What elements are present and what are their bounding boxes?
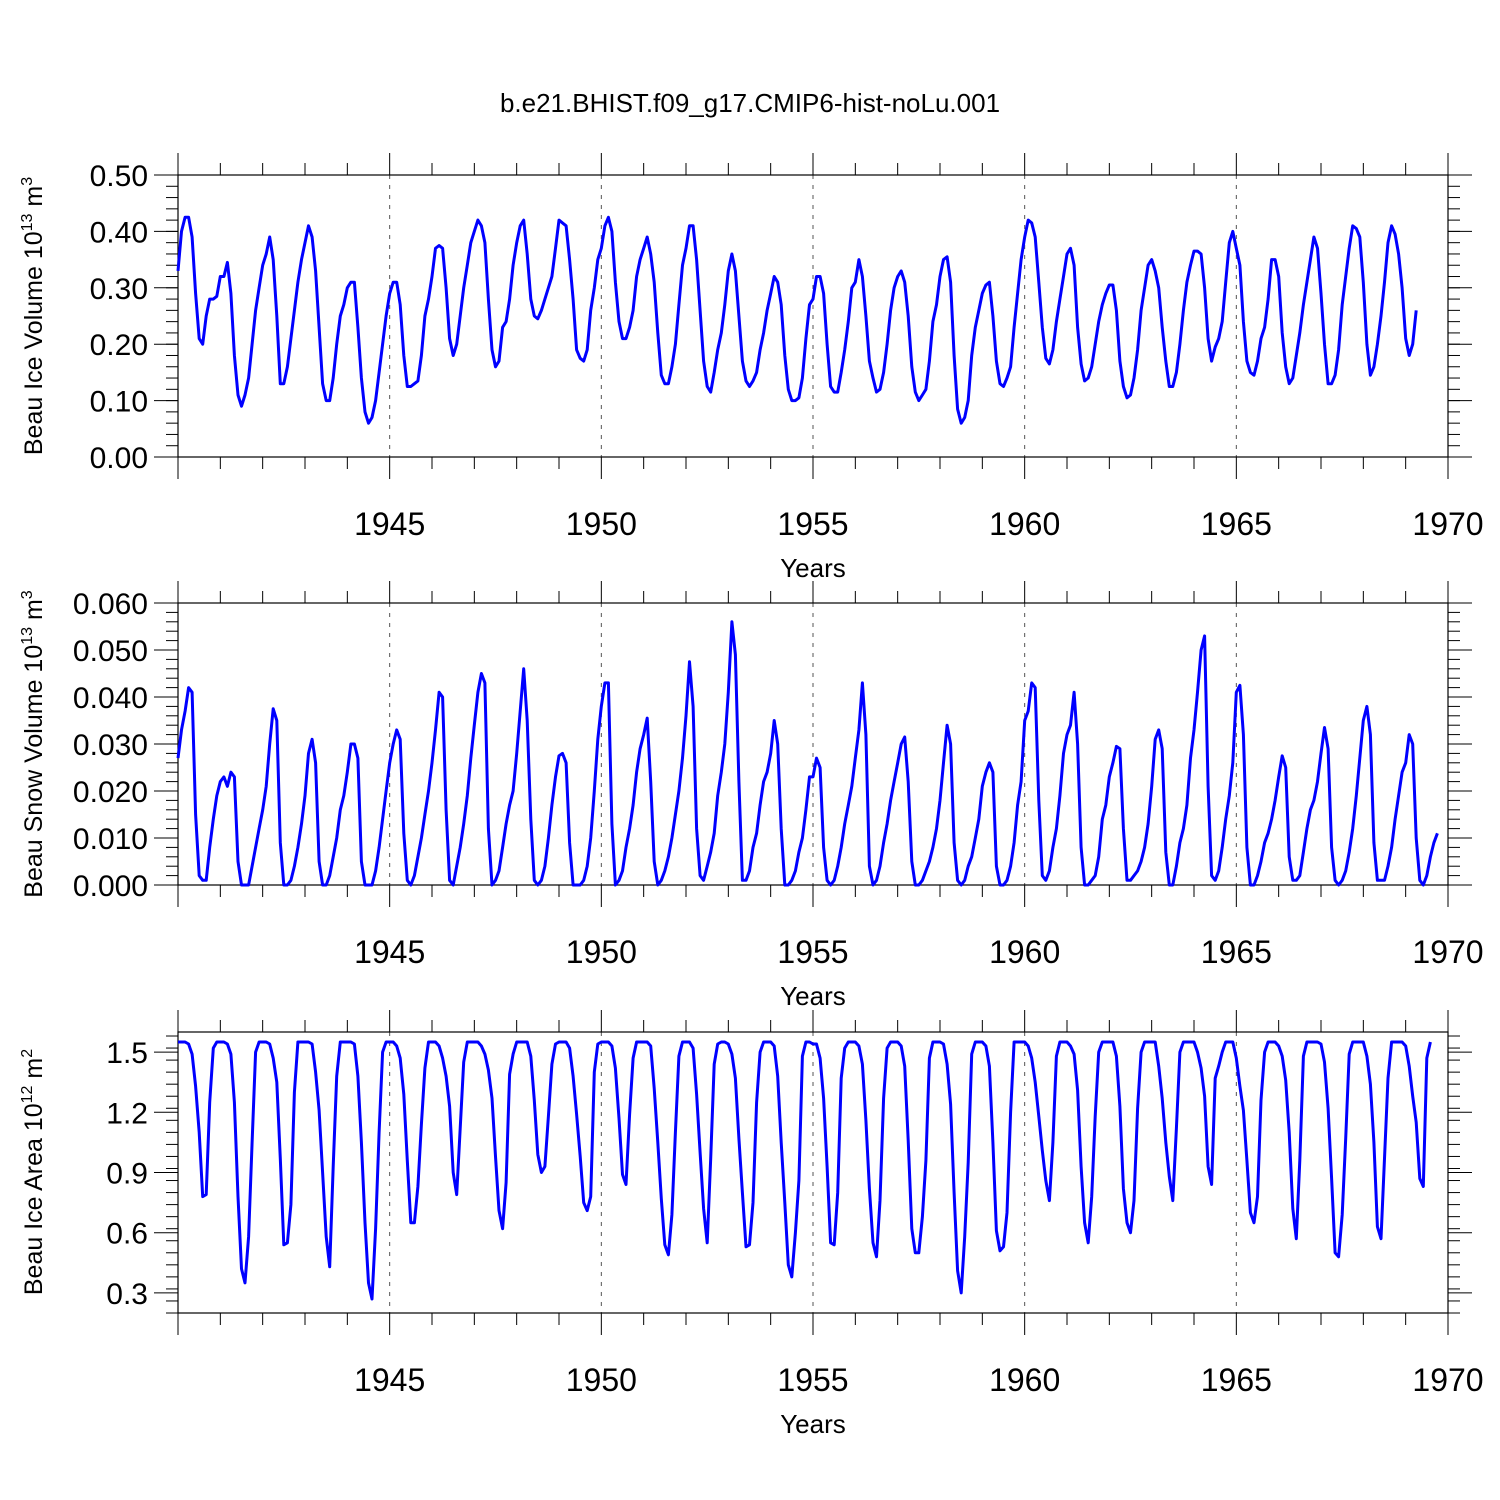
y-tick-label: 0.9 (106, 1158, 148, 1191)
x-tick-label: 1945 (354, 506, 425, 542)
series-line (178, 1040, 1432, 1301)
x-axis-label: Years (780, 553, 846, 583)
x-tick-label: 1950 (566, 934, 637, 970)
x-axis-label: Years (780, 981, 846, 1011)
x-tick-label: 1970 (1412, 1362, 1483, 1398)
y-tick-label: 0.000 (73, 870, 148, 903)
x-tick-label: 1970 (1412, 934, 1483, 970)
x-axis-label: Years (780, 1409, 846, 1439)
y-tick-label: 0.00 (90, 442, 148, 475)
plot-frame (177, 602, 1449, 886)
series-line (176, 620, 1439, 887)
series-line (176, 215, 1418, 425)
x-tick-label: 1965 (1201, 506, 1272, 542)
x-tick-label: 1950 (566, 1362, 637, 1398)
y-axis-label: Beau Snow Volume 1013 m3 (19, 590, 48, 898)
y-tick-label: 0.50 (90, 160, 148, 193)
x-tick-label: 1955 (777, 506, 848, 542)
y-tick-label: 0.030 (73, 729, 148, 762)
y-tick-label: 1.5 (106, 1037, 148, 1070)
y-axis-label: Beau Ice Volume 1013 m3 (19, 177, 48, 455)
plot-frame (177, 174, 1449, 458)
x-tick-label: 1955 (777, 934, 848, 970)
y-tick-label: 0.3 (106, 1278, 148, 1311)
x-tick-label: 1965 (1201, 934, 1272, 970)
x-tick-label: 1950 (566, 506, 637, 542)
panel-2: 0.000 0.010 0.020 0.030 0.040 0.050 0.060 1945 1… (19, 581, 1484, 1011)
x-tick-label: 1945 (354, 934, 425, 970)
x-tick-label: 1965 (1201, 1362, 1272, 1398)
x-tick-label: 1955 (777, 1362, 848, 1398)
panel-1: 0.00 0.10 0.20 0.30 0.40 0.50 1945 1950 1955 1960… (19, 153, 1484, 583)
y-tick-label: 0.40 (90, 216, 148, 249)
plot-frame (177, 1031, 1449, 1314)
y-tick-label: 0.020 (73, 776, 148, 809)
chart-title: b.e21.BHIST.f09_g17.CMIP6-hist-noLu.001 (500, 88, 1000, 118)
y-axis-label: Beau Ice Area 1012 m2 (19, 1049, 48, 1295)
x-tick-label: 1960 (989, 506, 1060, 542)
y-tick-label: 0.10 (90, 386, 148, 419)
x-tick-label: 1960 (989, 1362, 1060, 1398)
y-tick-label: 0.010 (73, 823, 148, 856)
y-tick-label: 0.040 (73, 682, 148, 715)
y-tick-label: 1.2 (106, 1097, 148, 1130)
y-tick-label: 0.30 (90, 273, 148, 306)
y-tick-label: 0.20 (90, 329, 148, 362)
panel-3: 0.3 0.6 0.9 1.2 1.5 1945 1950 1955 1960 1965 1970 Y… (19, 1010, 1484, 1439)
y-tick-label: 0.060 (73, 588, 148, 621)
y-tick-label: 0.6 (106, 1218, 148, 1251)
x-tick-label: 1970 (1412, 506, 1483, 542)
x-tick-label: 1945 (354, 1362, 425, 1398)
y-tick-label: 0.050 (73, 635, 148, 668)
x-tick-label: 1960 (989, 934, 1060, 970)
